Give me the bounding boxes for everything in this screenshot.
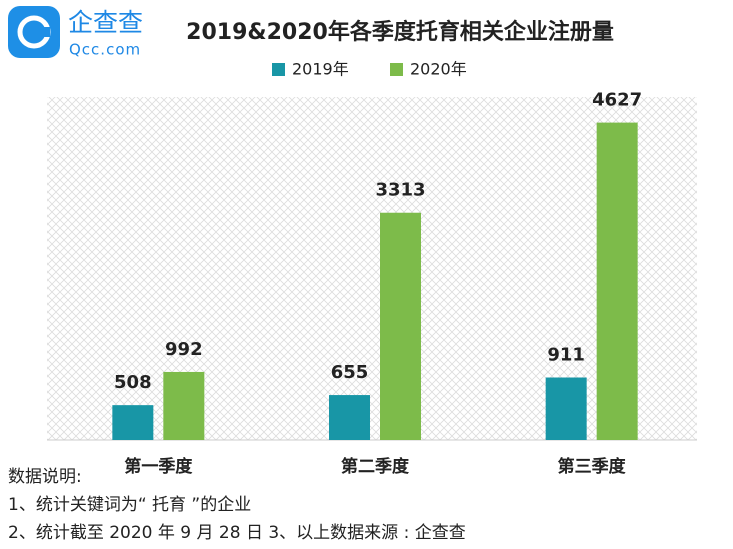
logo-domain: Qcc.com <box>69 41 141 59</box>
logo-gap <box>40 27 50 37</box>
x-tick-label: 第二季度 <box>341 456 410 477</box>
plot-background <box>47 97 697 440</box>
logo-name: 企查查 <box>68 8 143 37</box>
note: 2、统计截至 2020 年 9 月 28 日 3、以上数据来源 : 企查查 <box>8 523 466 543</box>
legend-swatch <box>272 63 285 76</box>
logo-icon <box>8 6 60 58</box>
note: 1、统计关键词为“ 托育 ”的企业 <box>8 495 251 515</box>
x-tick-label: 第一季度 <box>124 456 193 477</box>
bar <box>596 122 638 440</box>
bar <box>329 395 370 440</box>
value-label: 508 <box>114 372 152 393</box>
value-label: 911 <box>547 345 585 366</box>
value-label: 992 <box>165 339 203 360</box>
chart-title: 2019&2020年各季度托育相关企业注册量 <box>186 19 614 45</box>
bar <box>380 212 421 440</box>
legend-swatch <box>390 63 403 76</box>
value-label: 655 <box>331 362 369 383</box>
legend-label: 2019年 <box>292 60 349 79</box>
value-label: 3313 <box>375 180 425 201</box>
legend-label: 2020年 <box>410 60 467 79</box>
note: 数据说明: <box>8 467 82 487</box>
x-tick-label: 第三季度 <box>558 456 627 477</box>
bar <box>545 377 587 440</box>
bar <box>163 371 205 440</box>
bar <box>112 405 154 440</box>
value-label: 4627 <box>592 90 642 111</box>
